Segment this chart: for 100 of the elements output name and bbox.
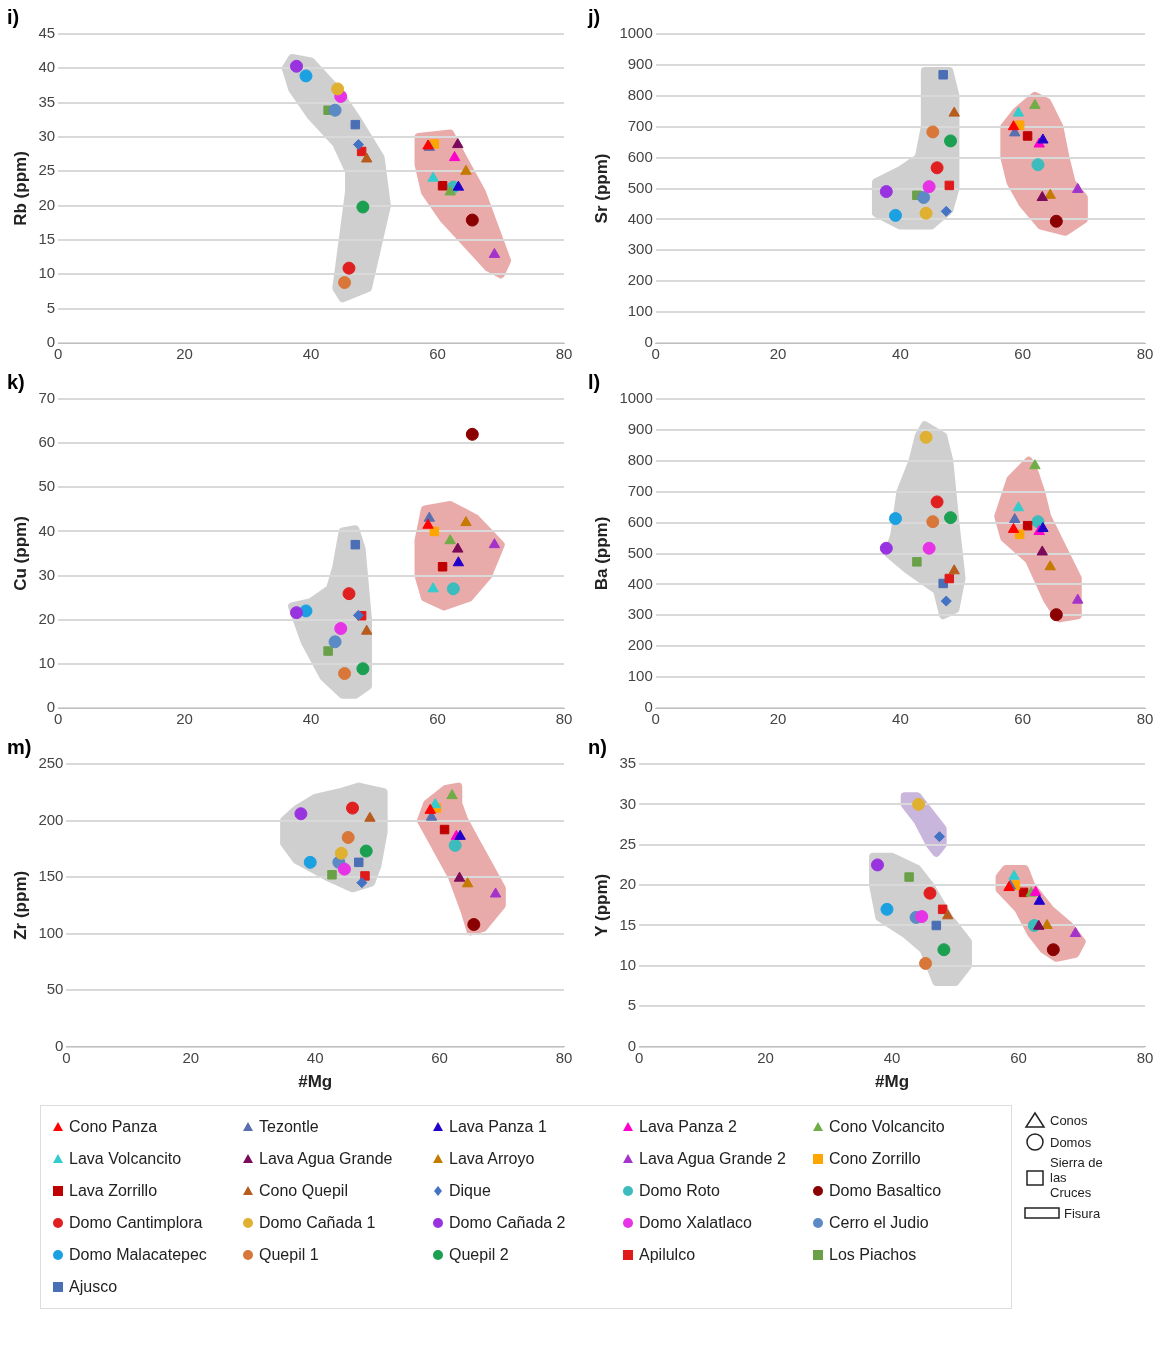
y-tick-label: 5: [627, 996, 637, 1014]
y-tick-label: 0: [55, 1036, 64, 1054]
x-tick-label: 40: [306, 1048, 324, 1066]
x-tick-label: 20: [176, 345, 193, 363]
legend-label: Lava Panza 2: [639, 1118, 737, 1136]
text: Sierra de las Cruces: [1050, 1155, 1104, 1200]
legend-label: Apilulco: [639, 1246, 696, 1264]
y-tick-label: 800: [627, 85, 653, 103]
x-tick-label: 20: [757, 1048, 774, 1066]
y-tick-label: 100: [627, 302, 653, 320]
chart-title: m): [7, 735, 32, 758]
y-tick-label: 200: [627, 636, 653, 654]
y-tick-label: 100: [627, 667, 653, 685]
legend-label: Los Piachos: [829, 1246, 917, 1264]
chart-title: k): [7, 370, 25, 393]
text: Conos: [1050, 1112, 1088, 1128]
y-tick-label: 70: [38, 389, 56, 407]
legend-label: Quepil 1: [259, 1246, 319, 1264]
y-tick-label: 800: [627, 450, 653, 468]
legend-label: Cono Zorrillo: [829, 1150, 921, 1168]
legend-label: Tezontle: [259, 1118, 319, 1136]
legend-label: Quepil 2: [449, 1246, 509, 1264]
y-tick-label: 250: [38, 754, 64, 772]
y-tick-label: 500: [627, 543, 653, 561]
y-tick-label: 45: [38, 24, 56, 42]
legend-label: Lava Agua Grande 2: [639, 1150, 786, 1168]
legend-label: Lava Arroyo: [449, 1150, 535, 1168]
legend-label: Domo Cañada 2: [449, 1214, 566, 1232]
y-tick-label: 35: [38, 92, 56, 110]
y-tick-label: 300: [627, 605, 653, 623]
y-axis-title: Rb (ppm): [10, 151, 30, 226]
y-tick-label: 25: [619, 834, 637, 852]
x-tick-label: 80: [555, 1048, 573, 1066]
x-axis-title: #Mg: [875, 1072, 910, 1092]
y-tick-label: 1000: [619, 24, 653, 42]
x-tick-label: 40: [892, 345, 909, 363]
x-tick-label: 60: [1014, 345, 1032, 363]
legend-label: Domo Roto: [639, 1182, 720, 1200]
y-tick-label: 20: [38, 195, 56, 213]
legend-label: Cono Volcancito: [829, 1118, 945, 1136]
x-tick-label: 60: [429, 345, 446, 363]
y-tick-label: 0: [644, 698, 653, 716]
y-tick-label: 0: [46, 698, 56, 716]
y-tick-label: 0: [644, 333, 653, 351]
y-tick-label: 60: [38, 433, 56, 451]
text: Fisura: [1064, 1205, 1101, 1221]
y-tick-label: 600: [627, 147, 653, 165]
y-tick-label: 30: [38, 565, 56, 583]
y-tick-label: 10: [38, 264, 56, 282]
y-tick-label: 600: [627, 512, 653, 530]
y-axis-title: Sr (ppm): [591, 153, 611, 224]
y-tick-label: 100: [38, 923, 64, 941]
y-tick-label: 150: [38, 867, 64, 885]
y-tick-label: 5: [46, 298, 56, 316]
legend-label: Domo Cañada 1: [259, 1214, 376, 1232]
y-tick-label: 0: [46, 333, 56, 351]
legend-label: Cono Quepil: [259, 1182, 348, 1200]
x-tick-label: 60: [1010, 1048, 1027, 1066]
y-tick-label: 15: [38, 230, 56, 248]
y-tick-label: 200: [627, 271, 653, 289]
x-tick-label: 80: [1136, 710, 1154, 728]
x-tick-label: 60: [1014, 710, 1032, 728]
x-tick-label: 20: [769, 710, 787, 728]
y-axis-title: Zr (ppm): [10, 870, 30, 940]
y-tick-label: 20: [38, 609, 56, 627]
x-tick-label: 60: [431, 1048, 448, 1066]
x-axis-title: #Mg: [298, 1072, 333, 1092]
x-tick-label: 40: [892, 710, 909, 728]
x-tick-label: 80: [1136, 1048, 1154, 1066]
chart-title: i): [7, 5, 20, 28]
legend-label: Dique: [449, 1182, 491, 1200]
y-tick-label: 30: [619, 794, 637, 812]
y-tick-label: 500: [627, 178, 653, 196]
y-tick-label: 700: [627, 481, 653, 499]
y-tick-label: 400: [627, 209, 653, 227]
text: Domos: [1050, 1134, 1092, 1150]
legend-label: Domo Xalatlaco: [639, 1214, 752, 1232]
y-tick-label: 10: [619, 956, 637, 973]
legend-label: Lava Zorrillo: [69, 1182, 158, 1200]
y-tick-label: 50: [46, 980, 64, 998]
y-tick-label: 10: [38, 654, 56, 671]
x-tick-label: 20: [176, 710, 193, 728]
x-tick-label: 40: [302, 345, 320, 363]
legend-label: Lava Agua Grande: [259, 1150, 393, 1168]
x-tick-label: 40: [883, 1048, 901, 1066]
y-tick-label: 0: [627, 1036, 637, 1054]
y-tick-label: 40: [38, 58, 56, 76]
y-tick-label: 15: [619, 915, 637, 933]
y-axis-title: Cu (ppm): [10, 516, 30, 591]
y-tick-label: 40: [38, 521, 56, 539]
x-tick-label: 40: [302, 710, 320, 728]
y-tick-label: 25: [38, 161, 56, 179]
legend-label: Lava Volcancito: [69, 1150, 182, 1168]
chart-title: l): [588, 370, 601, 393]
y-tick-label: 900: [627, 420, 653, 438]
x-tick-label: 20: [182, 1048, 200, 1066]
legend-label: Ajusco: [69, 1278, 118, 1296]
y-tick-label: 1000: [619, 389, 653, 407]
y-tick-label: 400: [627, 574, 653, 592]
y-tick-label: 300: [627, 240, 653, 258]
